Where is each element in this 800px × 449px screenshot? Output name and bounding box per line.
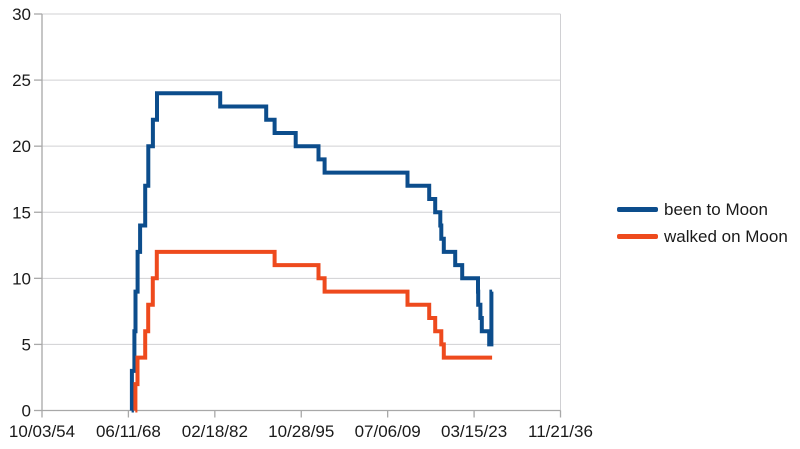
y-tick-label-10: 10 [12, 269, 31, 288]
y-tick-label-30: 30 [12, 5, 31, 24]
walked-on-moon-line [133, 249, 493, 413]
x-tick-label-0: 10/03/54 [9, 422, 75, 441]
x-tick-label-2: 02/18/82 [182, 422, 248, 441]
x-tick-label-4: 07/06/09 [355, 422, 421, 441]
legend-label-been-to-moon: been to Moon [664, 200, 768, 219]
x-tick-label-1: 06/11/68 [96, 422, 161, 441]
been-to-moon-line [129, 91, 494, 413]
legend-item-walked-on-moon: walked on Moon [617, 223, 788, 250]
y-tick-label-5: 5 [22, 335, 31, 354]
chart-legend: been to Moon walked on Moon [617, 196, 788, 250]
walked-on-moon-line-swatch [617, 234, 658, 239]
been-to-moon-line-swatch [617, 207, 658, 212]
x-tick-label-5: 03/15/23 [441, 422, 507, 441]
legend-item-been-to-moon: been to Moon [617, 196, 788, 223]
x-tick-label-3: 10/28/95 [268, 422, 334, 441]
y-tick-label-15: 15 [12, 203, 31, 222]
legend-label-walked-on-moon: walked on Moon [664, 227, 788, 246]
y-tick-label-0: 0 [22, 402, 31, 421]
y-tick-label-20: 20 [12, 137, 31, 156]
y-tick-label-25: 25 [12, 71, 31, 90]
x-tick-label-6: 11/21/36 [528, 422, 593, 441]
